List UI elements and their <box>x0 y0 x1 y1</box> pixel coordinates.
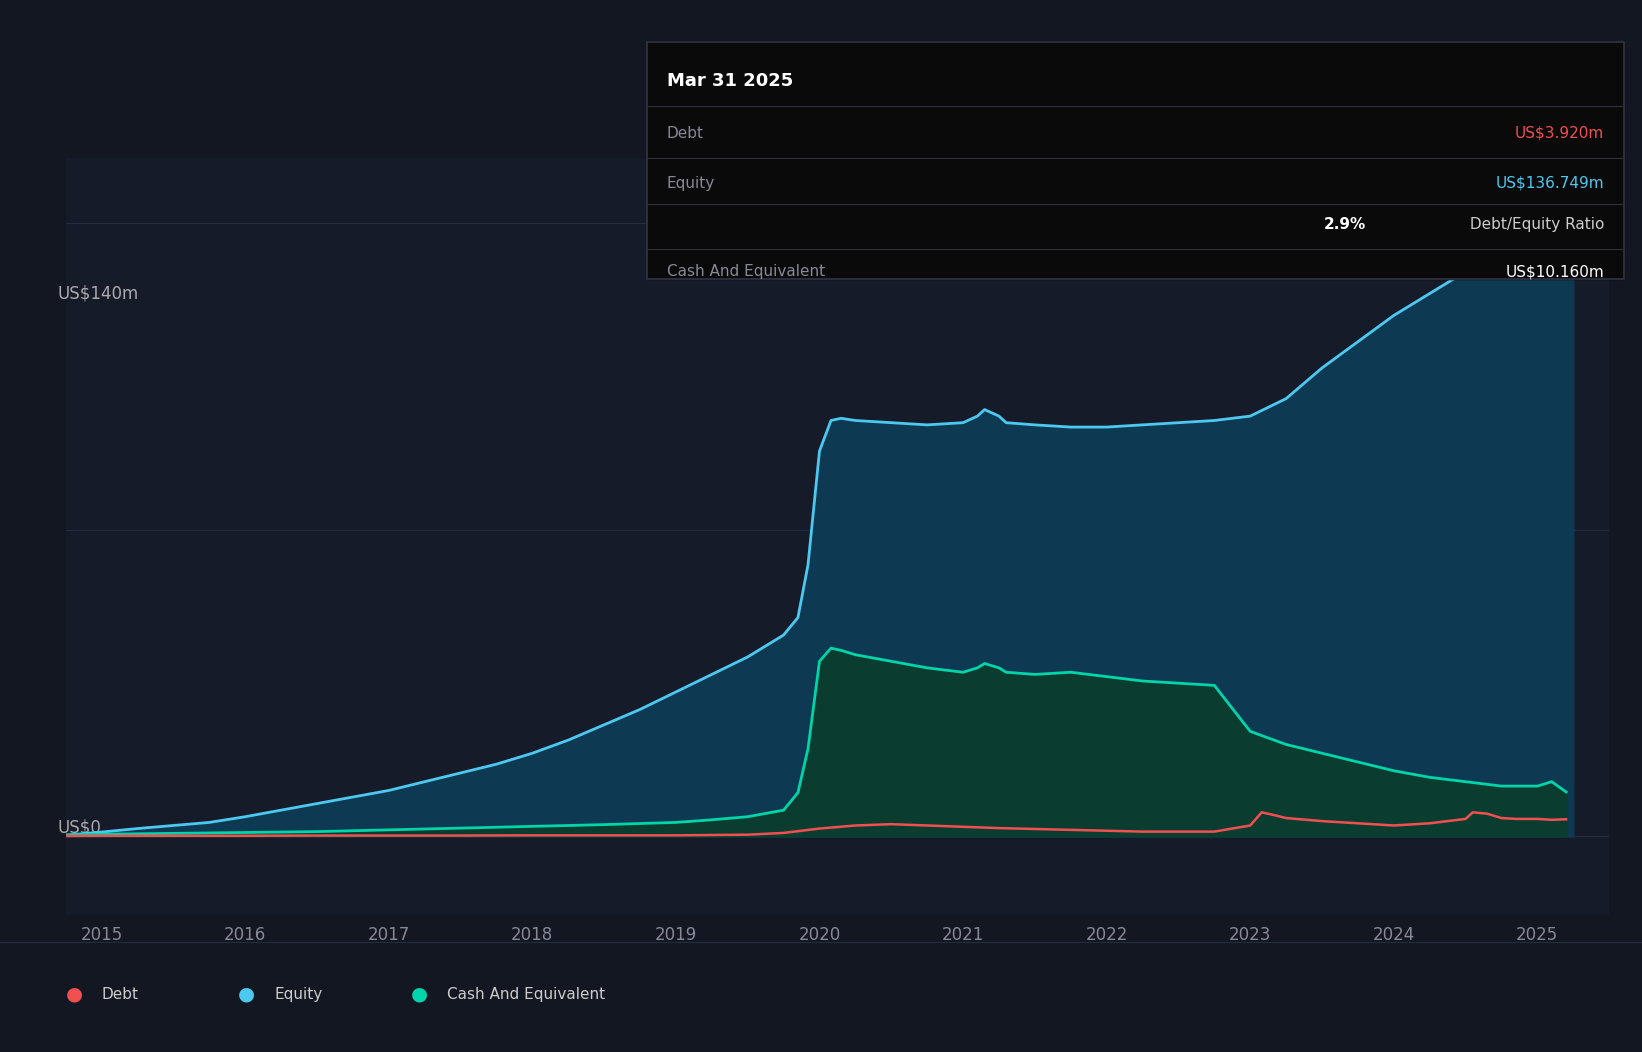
Text: Mar 31 2025: Mar 31 2025 <box>667 72 793 89</box>
Text: US$3.920m: US$3.920m <box>1516 125 1604 141</box>
Text: US$140m: US$140m <box>57 284 140 302</box>
Text: Equity: Equity <box>667 176 714 190</box>
Text: Debt/Equity Ratio: Debt/Equity Ratio <box>1465 217 1604 231</box>
Text: Cash And Equivalent: Cash And Equivalent <box>447 987 604 1002</box>
Text: 2.9%: 2.9% <box>1323 217 1366 231</box>
Text: ●: ● <box>66 985 82 1004</box>
Text: US$0: US$0 <box>57 818 102 836</box>
Text: ●: ● <box>410 985 427 1004</box>
Text: Equity: Equity <box>274 987 322 1002</box>
Text: Debt: Debt <box>102 987 140 1002</box>
Text: US$136.749m: US$136.749m <box>1496 176 1604 190</box>
Text: Debt: Debt <box>667 125 704 141</box>
Text: ●: ● <box>238 985 255 1004</box>
Text: Cash And Equivalent: Cash And Equivalent <box>667 264 824 280</box>
Text: US$10.160m: US$10.160m <box>1506 264 1604 280</box>
